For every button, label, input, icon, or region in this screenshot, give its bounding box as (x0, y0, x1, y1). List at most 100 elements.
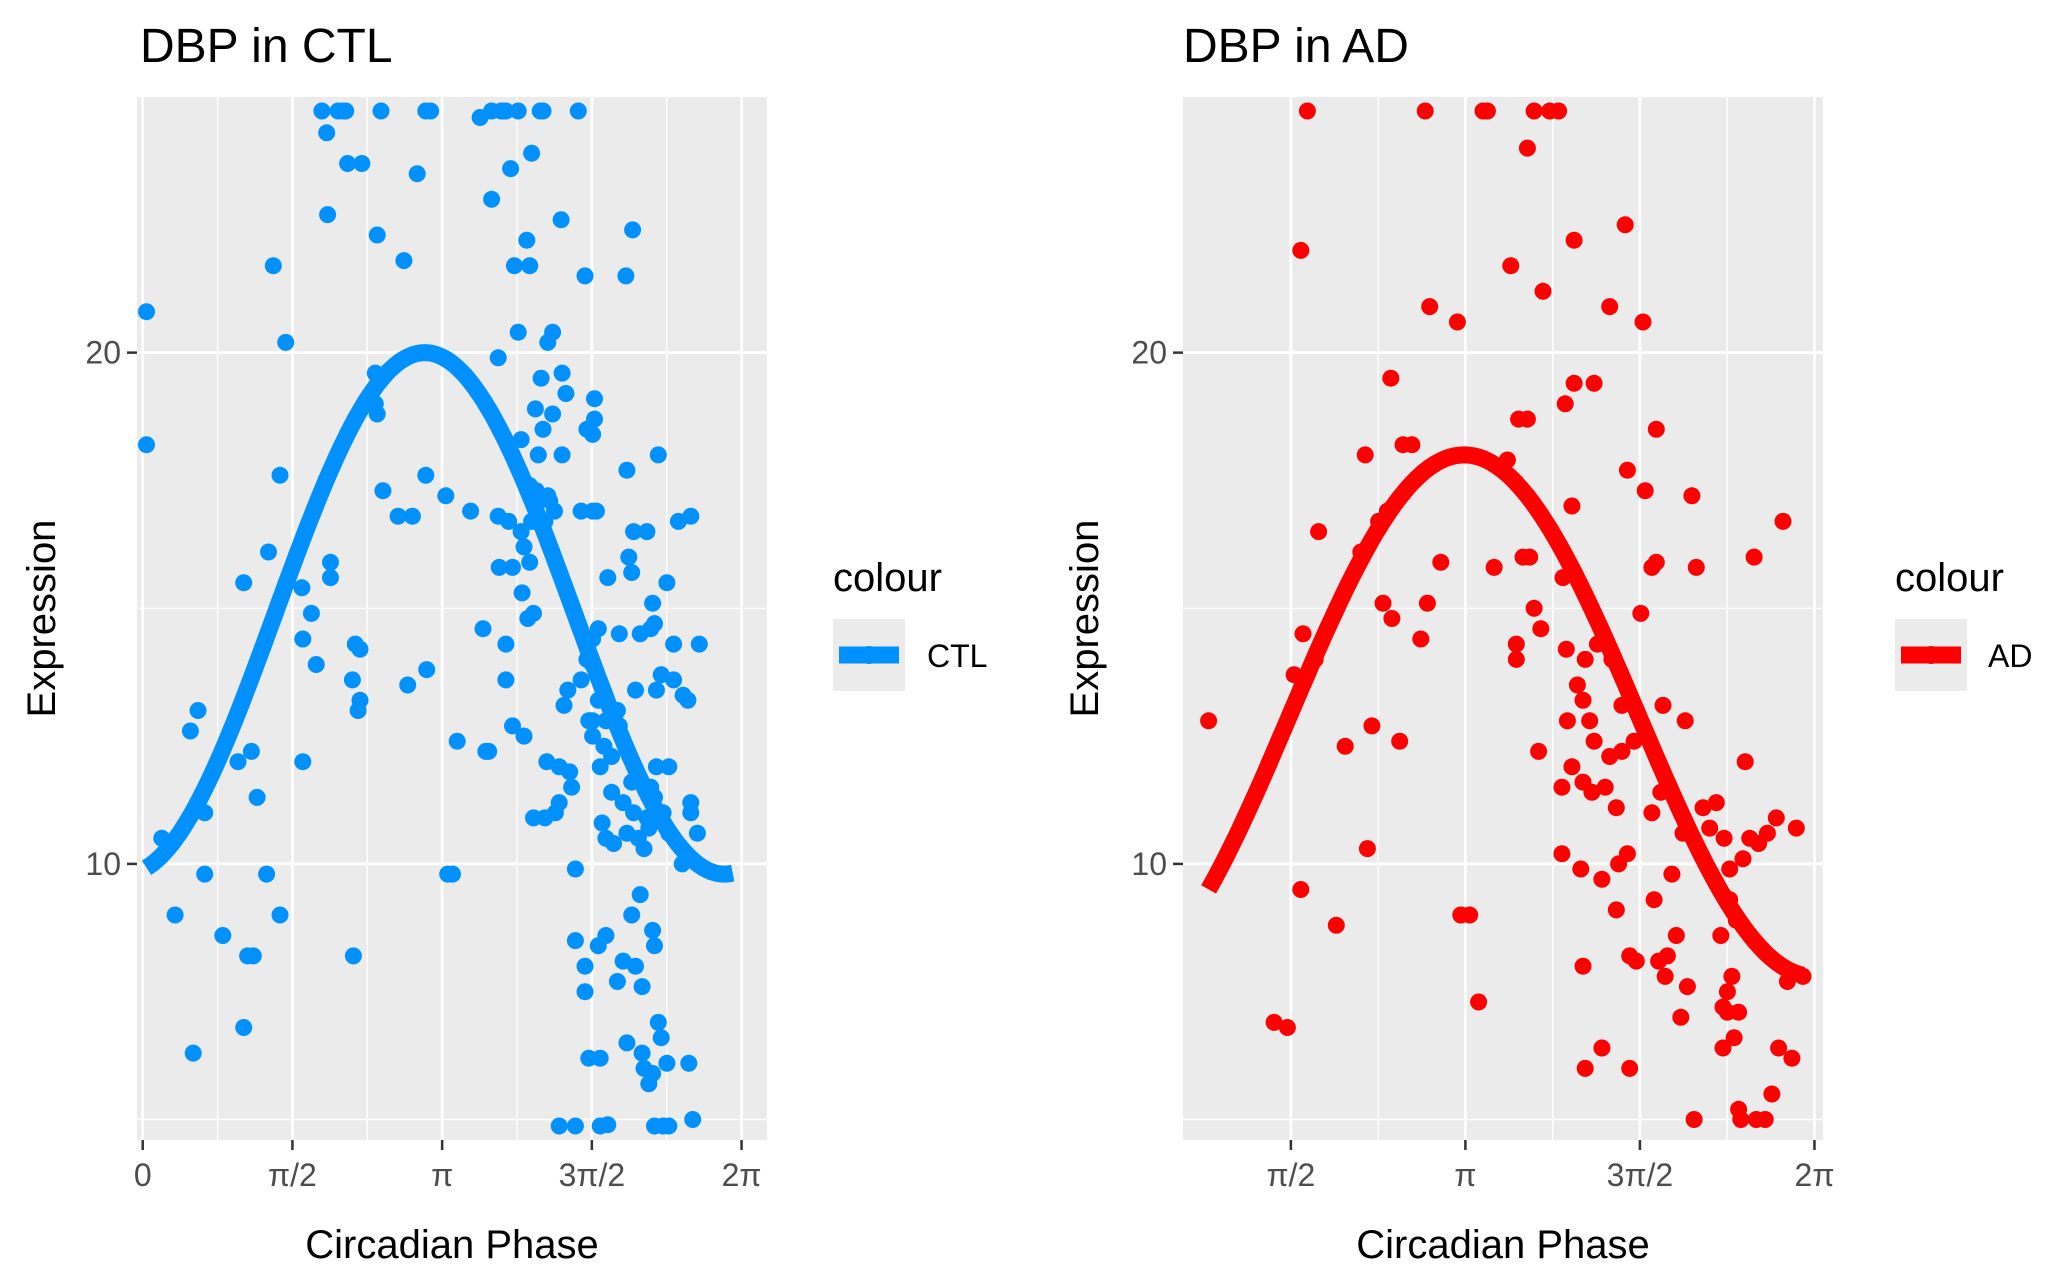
data-point (591, 758, 609, 776)
legend-label: CTL (927, 638, 987, 674)
data-point (307, 656, 325, 673)
data-point (647, 681, 665, 699)
data-point (444, 865, 461, 883)
data-point (1687, 558, 1705, 576)
x-tick-label: π (1454, 1157, 1476, 1193)
data-point (1736, 753, 1754, 771)
data-point (660, 1117, 678, 1135)
data-point (557, 385, 575, 402)
data-point (1756, 1111, 1774, 1128)
data-points (138, 102, 708, 1135)
data-point (497, 102, 515, 120)
data-point (684, 1111, 702, 1128)
data-point (353, 155, 371, 172)
data-point (408, 165, 426, 183)
data-point (313, 102, 331, 120)
data-point (1636, 482, 1654, 500)
y-tick-label: 20 (1131, 335, 1167, 371)
x-tick-label: 2π (722, 1157, 762, 1193)
data-point (576, 983, 594, 1001)
data-point (271, 466, 289, 484)
data-point (1767, 809, 1785, 827)
data-point (322, 553, 339, 571)
data-point (559, 681, 577, 699)
legend: colour AD (1895, 556, 2032, 691)
data-point (1478, 102, 1496, 120)
data-point (627, 681, 644, 699)
data-point (166, 906, 184, 924)
data-point (555, 696, 573, 714)
data-point (1607, 799, 1625, 817)
data-point (351, 691, 369, 709)
data-point (1593, 1039, 1611, 1057)
data-point (242, 742, 260, 760)
y-axis-label: Expression (1063, 520, 1107, 718)
data-point (1412, 630, 1430, 648)
data-point (1607, 901, 1625, 919)
data-point (403, 507, 421, 525)
data-point (529, 446, 547, 464)
data-point (625, 804, 643, 822)
data-point (603, 748, 621, 765)
data-point (1327, 916, 1345, 934)
legend-label: AD (1988, 638, 2032, 674)
data-point (1310, 523, 1328, 541)
data-point (189, 702, 207, 719)
data-point (680, 1054, 698, 1072)
data-point (319, 206, 337, 224)
data-point (513, 584, 531, 602)
data-point (1718, 983, 1736, 1001)
data-point (509, 102, 527, 120)
data-point (1298, 102, 1316, 120)
data-point (505, 257, 523, 275)
data-point (1672, 1008, 1690, 1026)
data-point (374, 482, 392, 500)
data-point (1556, 395, 1574, 413)
data-point (599, 1116, 617, 1134)
data-point (418, 661, 436, 679)
y-tick-label: 20 (85, 335, 121, 371)
data-point (1416, 102, 1434, 120)
data-point (339, 155, 357, 172)
data-point (395, 252, 413, 270)
data-point (1382, 369, 1400, 387)
legend-title: colour (833, 556, 942, 600)
data-point (608, 973, 626, 990)
data-point (1585, 732, 1603, 750)
data-point (1725, 1029, 1743, 1047)
data-point (368, 226, 386, 244)
data-point (462, 502, 480, 520)
data-point (1550, 102, 1568, 120)
data-point (235, 574, 253, 592)
data-point (1448, 313, 1466, 331)
data-point (181, 722, 199, 740)
data-point (264, 257, 282, 275)
data-point (1518, 139, 1536, 157)
x-axis-label: Circadian Phase (305, 1223, 599, 1267)
fit-curve (1201, 446, 1806, 984)
data-point (1647, 553, 1665, 571)
data-point (610, 625, 628, 643)
data-point (647, 758, 665, 776)
chart-ad: DBP in AD π/2 π 3π/2 2π 10 20 Expression Circ… (1063, 20, 2032, 1267)
data-point (337, 102, 355, 120)
data-point (368, 405, 386, 423)
data-point (271, 906, 289, 924)
data-point (569, 102, 587, 120)
data-point (1770, 1039, 1788, 1057)
data-point (586, 390, 603, 408)
data-point (1745, 548, 1763, 566)
data-point (260, 543, 277, 561)
data-point (1294, 625, 1312, 643)
data-point (544, 405, 562, 423)
data-point (1574, 957, 1592, 975)
data-point (1730, 1003, 1748, 1021)
data-point (474, 620, 492, 638)
data-point (343, 671, 361, 689)
data-point (1572, 860, 1590, 878)
data-point (635, 840, 653, 858)
data-point (515, 538, 533, 556)
data-point (1525, 102, 1543, 120)
data-point (532, 369, 550, 387)
data-point (1532, 620, 1550, 638)
